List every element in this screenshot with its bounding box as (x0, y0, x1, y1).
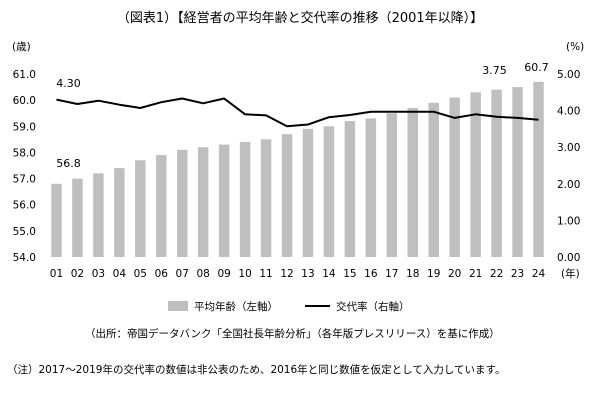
age-bar (386, 113, 398, 257)
x-tick-label: 22 (490, 268, 503, 280)
right-tick-label: 5.00 (557, 69, 580, 81)
left-axis-unit: (歳) (12, 41, 31, 53)
left-tick-label: 58.0 (13, 147, 36, 159)
x-tick-label: 02 (71, 268, 84, 280)
right-tick-label: 3.00 (557, 142, 580, 154)
age-bars (51, 81, 544, 258)
x-axis-unit: (年) (561, 267, 580, 280)
age-bar (239, 141, 251, 257)
age-bar (449, 97, 460, 258)
right-tick-label: 0.00 (557, 252, 580, 264)
age-bar (197, 147, 209, 257)
x-tick-label: 10 (238, 268, 251, 280)
left-axis: 54.0 55.0 56.0 57.0 58.0 59.0 60.0 61.0 (13, 69, 36, 264)
x-tick-label: 20 (448, 268, 461, 280)
left-tick-label: 54.0 (13, 252, 36, 264)
data-label: 4.30 (56, 77, 81, 90)
age-bar (512, 87, 523, 257)
x-tick-label: 21 (469, 268, 482, 280)
source-text: （出所：帝国データバンク「全国社長年齢分析」（各年版プレスリリース）を基に作成） (85, 327, 500, 340)
age-bar (365, 118, 377, 257)
turnover-line-series (56, 97, 539, 128)
right-tick-label: 1.00 (557, 215, 580, 227)
age-bar (302, 128, 314, 257)
x-tick-label: 23 (511, 268, 524, 280)
x-tick-label: 11 (259, 268, 272, 280)
chart-title: （図表1）【経営者の平均年齢と交代率の推移（2001年以降）】 (117, 10, 483, 26)
age-bar (72, 178, 83, 257)
x-tick-label: 16 (364, 268, 378, 280)
x-tick-label: 07 (176, 268, 189, 280)
x-tick-label: 05 (134, 268, 147, 280)
age-bar (114, 168, 125, 257)
left-tick-label: 55.0 (13, 226, 36, 238)
right-axis: 0.00 1.00 2.00 3.00 4.00 5.00 (557, 69, 580, 264)
right-axis-unit: (%) (566, 41, 584, 53)
x-tick-label: 14 (322, 268, 336, 280)
left-tick-label: 60.0 (13, 95, 36, 107)
left-tick-label: 56.0 (13, 200, 36, 212)
x-tick-label: 18 (406, 268, 419, 280)
left-tick-label: 57.0 (13, 174, 36, 186)
age-bar (176, 149, 188, 257)
age-bar (156, 155, 167, 257)
age-bar (344, 121, 356, 257)
right-tick-label: 2.00 (557, 179, 580, 191)
age-bar (260, 139, 272, 257)
legend-swatch-bar (168, 301, 188, 311)
age-bar (281, 134, 293, 257)
age-bar (323, 126, 335, 258)
x-tick-label: 15 (343, 268, 356, 280)
x-tick-label: 03 (92, 268, 105, 280)
x-tick-label: 08 (197, 268, 210, 280)
age-bar (533, 81, 544, 257)
x-tick-label: 17 (385, 268, 398, 280)
x-tick-label: 19 (427, 268, 440, 280)
age-bar (51, 183, 62, 257)
x-tick-label: 06 (155, 268, 169, 280)
x-tick-label: 04 (113, 268, 127, 280)
data-label: 56.8 (56, 157, 81, 170)
age-bar (135, 160, 146, 257)
x-tick-label: 01 (50, 268, 63, 280)
age-bar (470, 92, 481, 257)
x-tick-label: 13 (301, 268, 314, 280)
turnover-line (56, 97, 539, 128)
data-labels: 4.30 56.8 3.75 60.7 (56, 61, 549, 170)
right-tick-label: 4.00 (557, 106, 580, 118)
data-label: 60.7 (524, 61, 549, 74)
age-bar (218, 144, 230, 257)
x-tick-label: 24 (532, 268, 546, 280)
x-tick-label: 09 (217, 268, 230, 280)
left-tick-label: 61.0 (13, 69, 36, 81)
x-axis: 01 02 03 04 05 06 07 08 09 10 11 12 13 14 15 16 17 18 19 20… (50, 268, 546, 280)
age-bar (93, 173, 104, 257)
legend: 平均年齢（左軸） 交代率（右軸） (168, 300, 410, 313)
left-tick-label: 59.0 (13, 121, 36, 133)
age-bar (491, 89, 502, 257)
data-label: 3.75 (482, 64, 507, 77)
legend-label-turnover: 交代率（右軸） (336, 300, 410, 313)
x-tick-label: 12 (280, 268, 293, 280)
age-bar (428, 102, 439, 257)
age-bar (407, 107, 419, 257)
note-text: （注）2017～2019年の交代率の数値は非公表のため、2016年と同じ数値を仮… (7, 363, 505, 376)
legend-label-age: 平均年齢（左軸） (194, 300, 278, 313)
